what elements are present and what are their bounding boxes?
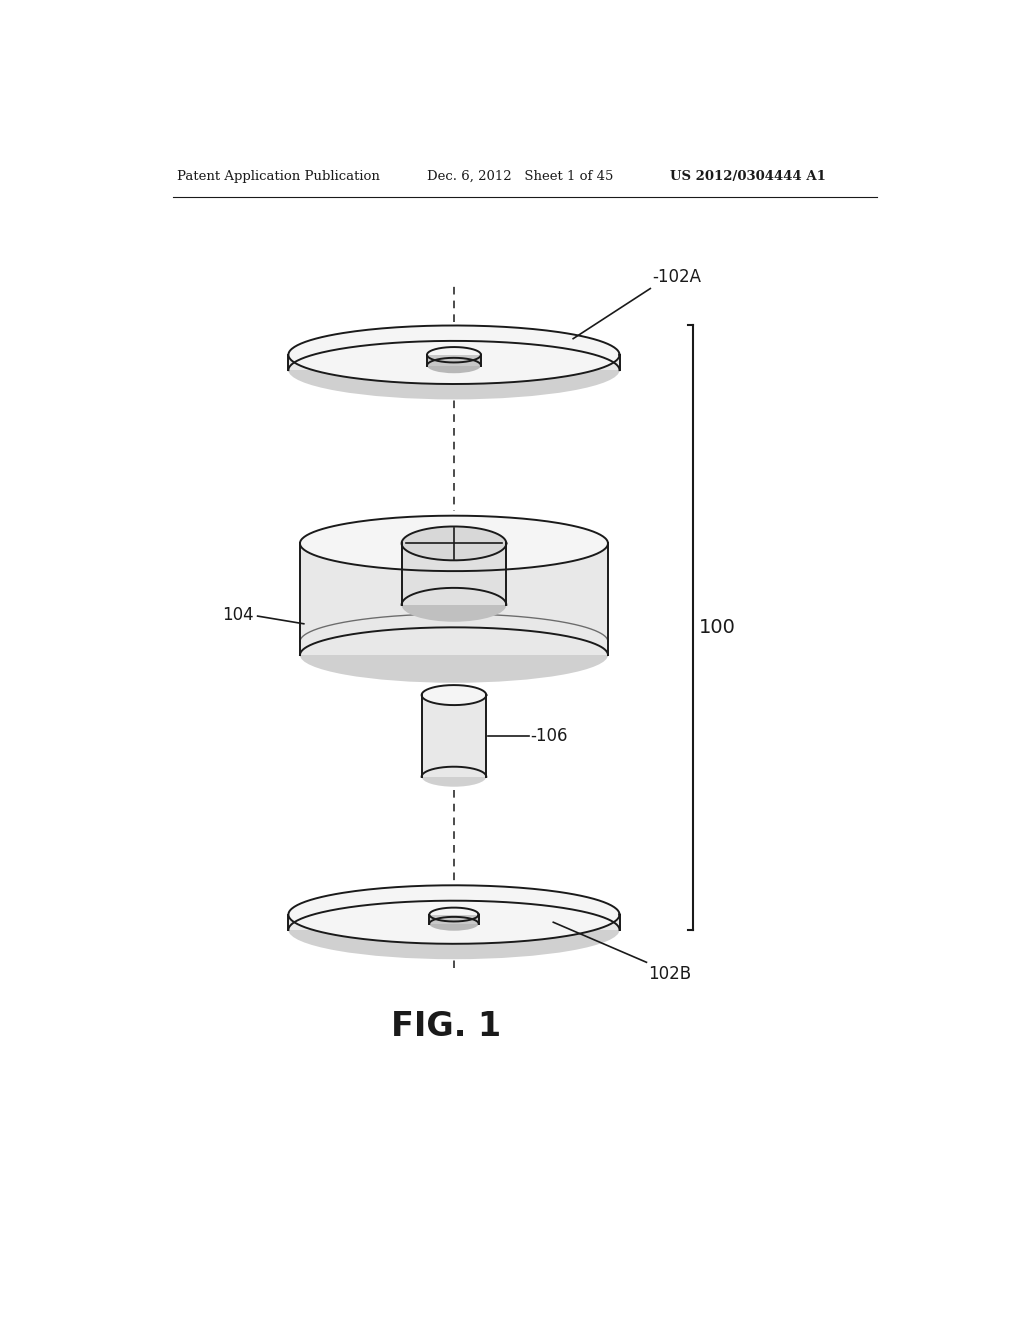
Text: 102B: 102B xyxy=(648,965,691,982)
Ellipse shape xyxy=(401,527,506,561)
Polygon shape xyxy=(289,355,620,370)
Ellipse shape xyxy=(422,685,486,705)
Polygon shape xyxy=(422,696,486,776)
Polygon shape xyxy=(289,915,620,929)
Text: Patent Application Publication: Patent Application Publication xyxy=(177,170,380,183)
Text: US 2012/0304444 A1: US 2012/0304444 A1 xyxy=(670,170,825,183)
Ellipse shape xyxy=(289,341,620,400)
Polygon shape xyxy=(427,355,481,366)
Ellipse shape xyxy=(422,767,486,787)
Text: 100: 100 xyxy=(698,618,735,638)
Text: Dec. 6, 2012   Sheet 1 of 45: Dec. 6, 2012 Sheet 1 of 45 xyxy=(427,170,613,183)
Ellipse shape xyxy=(289,326,620,384)
Text: 104: 104 xyxy=(222,606,254,623)
Text: -106: -106 xyxy=(530,727,567,744)
Ellipse shape xyxy=(429,917,478,931)
Polygon shape xyxy=(429,915,478,924)
Ellipse shape xyxy=(300,627,608,682)
Ellipse shape xyxy=(289,886,620,944)
Ellipse shape xyxy=(289,900,620,960)
Text: FIG. 1: FIG. 1 xyxy=(391,1011,502,1043)
Text: -102A: -102A xyxy=(652,268,700,286)
Polygon shape xyxy=(300,544,608,655)
Polygon shape xyxy=(401,544,506,605)
Ellipse shape xyxy=(401,587,506,622)
Ellipse shape xyxy=(300,516,608,572)
Ellipse shape xyxy=(427,358,481,374)
